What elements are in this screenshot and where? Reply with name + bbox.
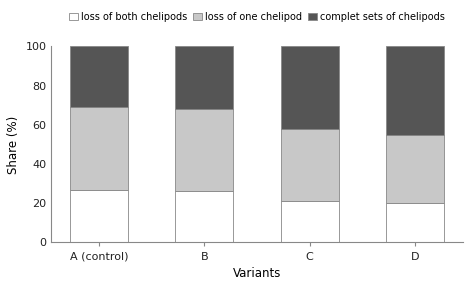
Bar: [70, 107, 128, 189]
Bar: [386, 203, 444, 243]
Bar: [70, 46, 128, 107]
Bar: [281, 129, 338, 201]
Bar: [281, 46, 338, 129]
Bar: [386, 135, 444, 203]
Bar: [70, 189, 128, 243]
Y-axis label: Share (%): Share (%): [7, 115, 20, 174]
Bar: [386, 46, 444, 135]
Bar: [281, 201, 338, 243]
Bar: [175, 46, 233, 109]
X-axis label: Variants: Variants: [233, 267, 281, 280]
Legend: loss of both chelipods, loss of one chelipod, complet sets of chelipods: loss of both chelipods, loss of one chel…: [69, 12, 445, 22]
Bar: [175, 191, 233, 243]
Bar: [175, 109, 233, 191]
